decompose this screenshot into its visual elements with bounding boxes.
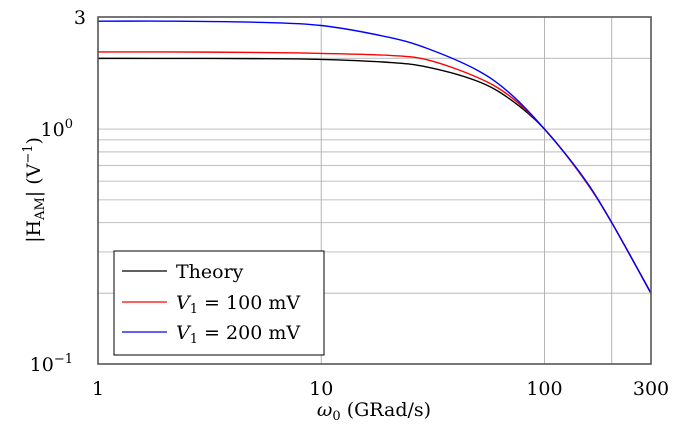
legend-box [113,250,325,356]
legend-label-200mv: V1 = 200 mV [176,322,300,347]
y-tick-label: 3 [74,7,86,29]
x-tick-label: 1 [92,378,104,400]
grid [98,17,651,364]
plot-frame [97,16,652,365]
y-tick-label: 10−1 [30,352,73,376]
legend: Theory V1 = 100 mV V1 = 200 mV [113,250,325,356]
x-tick-label: 100 [526,378,562,400]
series-line-2 [97,20,652,294]
x-axis-label: ω0 (GRad/s) [317,399,431,424]
x-tick-label: 300 [633,378,669,400]
y-tick-label: 100 [41,117,73,141]
x-tick-label: 10 [309,378,333,400]
legend-label-theory: Theory [176,261,244,283]
curves [97,20,652,294]
y-axis-label: |HAM| (V−1) [21,137,48,243]
legend-label-100mv: V1 = 100 mV [176,292,300,317]
tick-labels: 1 10 100 300 10−1 100 3 [30,7,669,400]
